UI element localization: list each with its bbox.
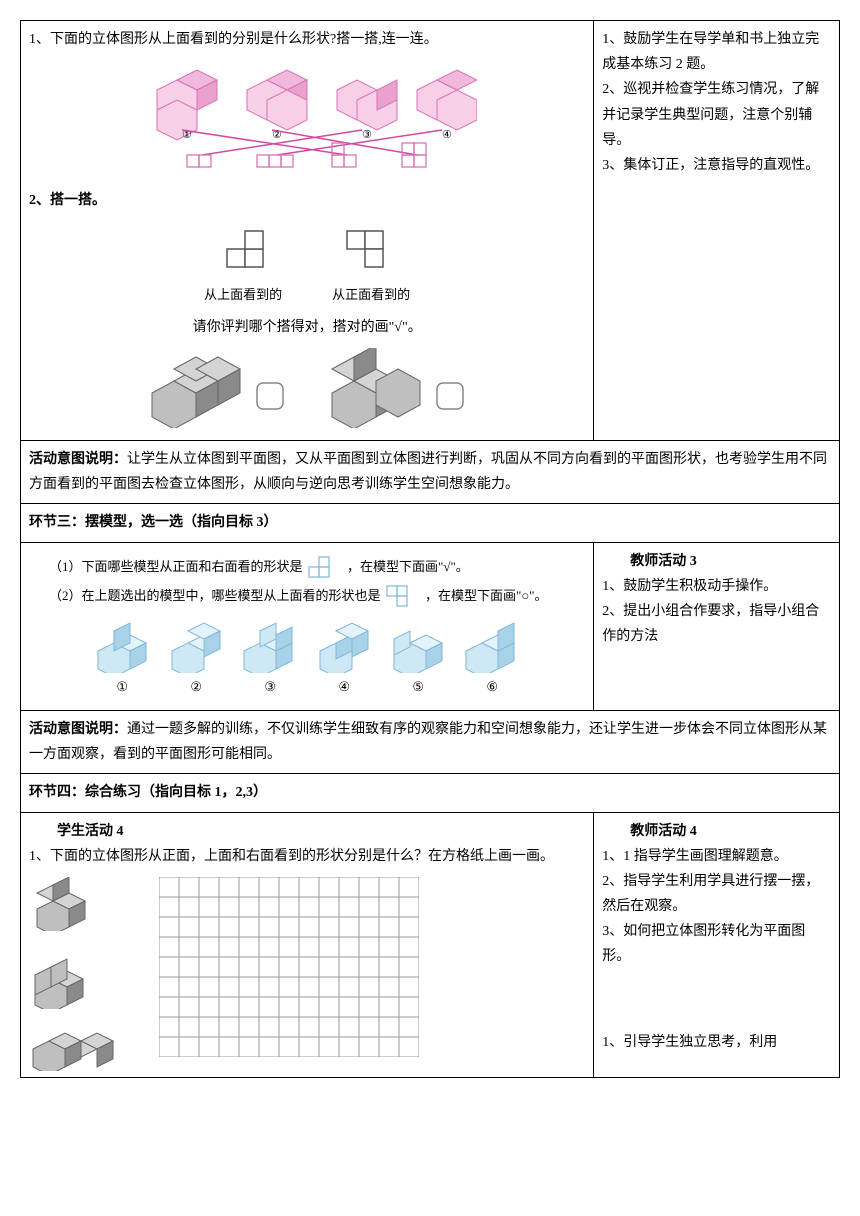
grid-paper (159, 877, 419, 1057)
s4-tp4: 1、引导学生独立思考，利用 (602, 1030, 831, 1055)
s1-tp2: 2、巡视并检查学生练习情况，了解并记录学生典型问题，注意个别辅导。 (602, 77, 831, 153)
section3-title: 环节三：摆模型，选一选（指向目标 3） (21, 504, 840, 542)
svg-text:③: ③ (362, 129, 372, 141)
s4-figure (29, 877, 585, 1071)
s1-tp1: 1、鼓励学生在导学单和书上独立完成基本练习 2 题。 (602, 27, 831, 77)
q2-text: 2、搭一搭。 (29, 188, 585, 213)
q2-flat-shapes: 从上面看到的 从正面看到的 (29, 221, 585, 306)
section4-title: 环节四：综合练习（指向目标 1，2,3） (21, 774, 840, 812)
lesson-table: 1、下面的立体图形从上面看到的分别是什么形状?搭一搭,连一连。 ① ② (20, 20, 840, 1078)
section1-right: 1、鼓励学生在导学单和书上独立完成基本练习 2 题。 2、巡视并检查学生练习情况… (594, 21, 840, 441)
q2-models (29, 348, 585, 428)
s3-tp2: 2、提出小组合作要求，指导小组合作的方法 (602, 599, 831, 649)
s3-purpose-label: 活动意图说明： (29, 722, 127, 737)
section3-left: （1）下面哪些模型从正面和右面看的形状是 ，在模型下面画"√"。 （2）在上题选… (21, 542, 594, 710)
s3-q2: （2）在上题选出的模型中，哪些模型从上面看的形状也是 ，在模型下面画"○"。 (49, 584, 585, 609)
s3-teacher-title: 教师活动 3 (602, 549, 831, 574)
s4-teacher-title: 教师活动 4 (602, 819, 831, 844)
s1-purpose-label: 活动意图说明： (29, 452, 127, 467)
section1-purpose: 活动意图说明：让学生从立体图到平面图，又从平面图到立体图进行判断，巩固从不同方向… (21, 440, 840, 503)
s3-purpose-text: 通过一题多解的训练，不仅训练学生细致有序的观察能力和空间想象能力，还让学生进一步… (29, 722, 827, 762)
section4-right: 教师活动 4 1、1 指导学生画图理解题意。 2、指导学生利用学具进行摆一摆，然… (594, 812, 840, 1077)
s1-tp3: 3、集体订正，注意指导的直观性。 (602, 153, 831, 178)
q1-text: 1、下面的立体图形从上面看到的分别是什么形状?搭一搭,连一连。 (29, 27, 585, 52)
s4-q1: 1、下面的立体图形从正面，上面和右面看到的形状分别是什么？在方格纸上画一画。 (29, 844, 585, 869)
s4-tp3: 3、如何把立体图形转化为平面图形。 (602, 919, 831, 969)
judge-text: 请你评判哪个搭得对，搭对的画"√"。 (29, 315, 585, 340)
section4-left: 学生活动 4 1、下面的立体图形从正面，上面和右面看到的形状分别是什么？在方格纸… (21, 812, 594, 1077)
s4-tp1: 1、1 指导学生画图理解题意。 (602, 844, 831, 869)
cap-top: 从上面看到的 (204, 283, 282, 306)
s4-tp2: 2、指导学生利用学具进行摆一摆，然后在观察。 (602, 869, 831, 919)
section1-left: 1、下面的立体图形从上面看到的分别是什么形状?搭一搭,连一连。 ① ② (21, 21, 594, 441)
s4-student-title: 学生活动 4 (29, 819, 585, 844)
s3-tp1: 1、鼓励学生积极动手操作。 (602, 574, 831, 599)
q1-figure: ① ② ③ ④ (29, 60, 585, 180)
section3-purpose: 活动意图说明：通过一题多解的训练，不仅训练学生细致有序的观察能力和空间想象能力，… (21, 710, 840, 773)
svg-text:④: ④ (442, 129, 452, 141)
section3-right: 教师活动 3 1、鼓励学生积极动手操作。 2、提出小组合作要求，指导小组合作的方… (594, 542, 840, 710)
s1-purpose-text: 让学生从立体图到平面图，又从平面图到立体图进行判断，巩固从不同方向看到的平面图形… (29, 452, 827, 492)
cap-front: 从正面看到的 (332, 283, 410, 306)
s3-q1: （1）下面哪些模型从正面和右面看的形状是 ，在模型下面画"√"。 (49, 555, 585, 580)
s3-models: ① ② ③ (29, 617, 585, 698)
